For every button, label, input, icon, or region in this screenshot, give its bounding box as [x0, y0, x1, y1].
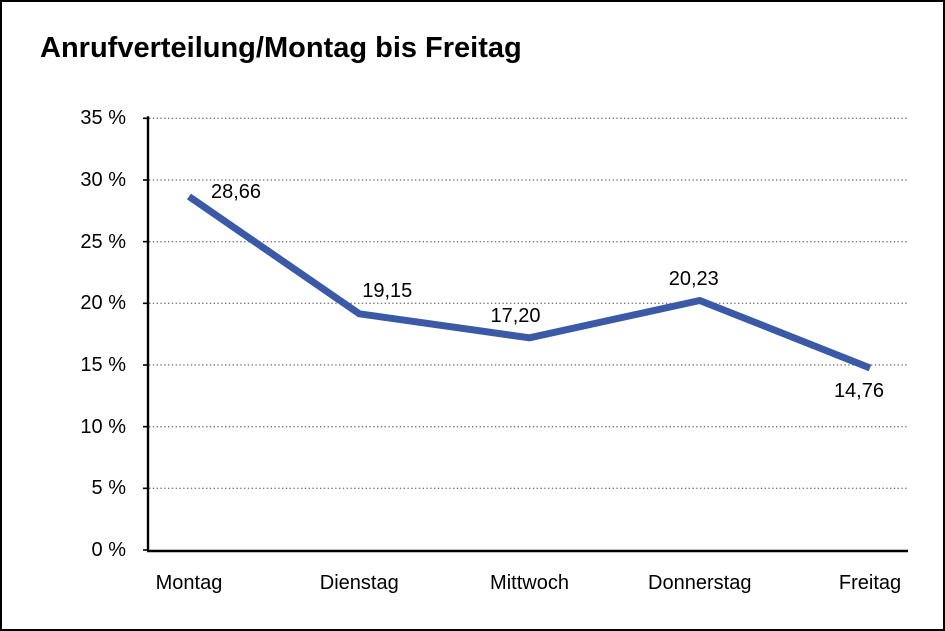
y-tick-label: 20 %	[80, 292, 126, 315]
y-tick-label: 15 %	[80, 353, 126, 376]
y-tick-label: 10 %	[80, 415, 126, 438]
data-point-label: 14,76	[833, 379, 884, 402]
data-point-label: 17,20	[490, 304, 541, 327]
x-category-label: Montag	[155, 572, 223, 594]
y-tick-label: 30 %	[80, 168, 126, 191]
series-line	[187, 193, 872, 372]
x-category-label: Donnerstag	[648, 572, 752, 594]
data-point-label: 28,66	[211, 181, 262, 204]
y-tick-label: 5 %	[91, 477, 126, 500]
chart-title: Anrufverteilung/Montag bis Freitag	[40, 32, 522, 64]
data-point-label: 20,23	[668, 268, 719, 291]
y-tick-label: 25 %	[80, 230, 126, 253]
y-tick-label: 35 %	[80, 107, 126, 130]
x-category-label: Freitag	[838, 572, 902, 594]
x-category-label: Mittwoch	[490, 572, 569, 594]
y-tick-label: 0 %	[91, 539, 126, 561]
data-point-label: 19,15	[362, 279, 413, 302]
x-category-label: Dienstag	[319, 572, 399, 594]
